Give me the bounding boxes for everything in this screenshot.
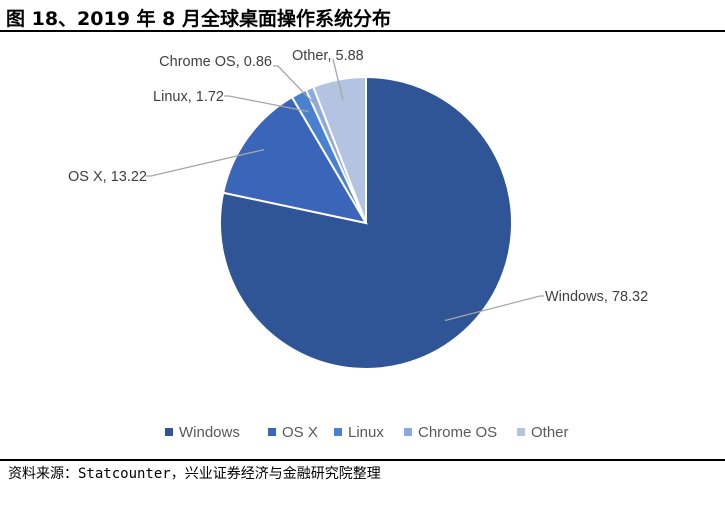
legend-label: Other: [531, 424, 569, 441]
pie-slice-other: [311, 75, 367, 224]
legend-swatch: [404, 428, 412, 436]
pie-slices: [219, 75, 514, 370]
legend-label: Windows: [179, 424, 240, 441]
pie-chart: Windows, 78.32 OS X, 13.22 Linux, 1.72 Chro…: [68, 48, 648, 441]
title-rule: [0, 30, 725, 32]
chart-container: Windows, 78.32 OS X, 13.22 Linux, 1.72 Chro…: [0, 32, 725, 457]
leader-line: [332, 58, 344, 100]
data-label: Linux, 1.72: [153, 89, 224, 105]
data-label: Other, 5.88: [292, 48, 364, 64]
leader-line: [273, 65, 318, 108]
legend: Windows OS X Linux Chrome OS Other: [165, 424, 569, 441]
source-note: 资料来源：Statcounter，兴业证券经济与金融研究院整理: [8, 466, 381, 482]
legend-label: Chrome OS: [418, 424, 497, 441]
leader-line: [146, 148, 265, 177]
leader-line: [444, 295, 544, 322]
data-label: Chrome OS, 0.86: [159, 54, 272, 70]
legend-swatch: [334, 428, 342, 436]
legend-label: OS X: [282, 424, 318, 441]
legend-label: Linux: [348, 424, 384, 441]
data-label: Windows, 78.32: [545, 289, 648, 305]
legend-swatch: [165, 428, 173, 436]
pie-slice-os-x: [221, 95, 369, 225]
leader-lines: [146, 58, 544, 322]
source-rule: [0, 459, 725, 461]
data-label: OS X, 13.22: [68, 169, 147, 185]
data-labels: Windows, 78.32 OS X, 13.22 Linux, 1.72 Chro…: [68, 48, 648, 305]
figure-title: 图 18、2019 年 8 月全球桌面操作系统分布: [6, 8, 392, 30]
legend-swatch: [517, 428, 525, 436]
legend-swatch: [268, 428, 276, 436]
leader-line: [224, 95, 309, 113]
